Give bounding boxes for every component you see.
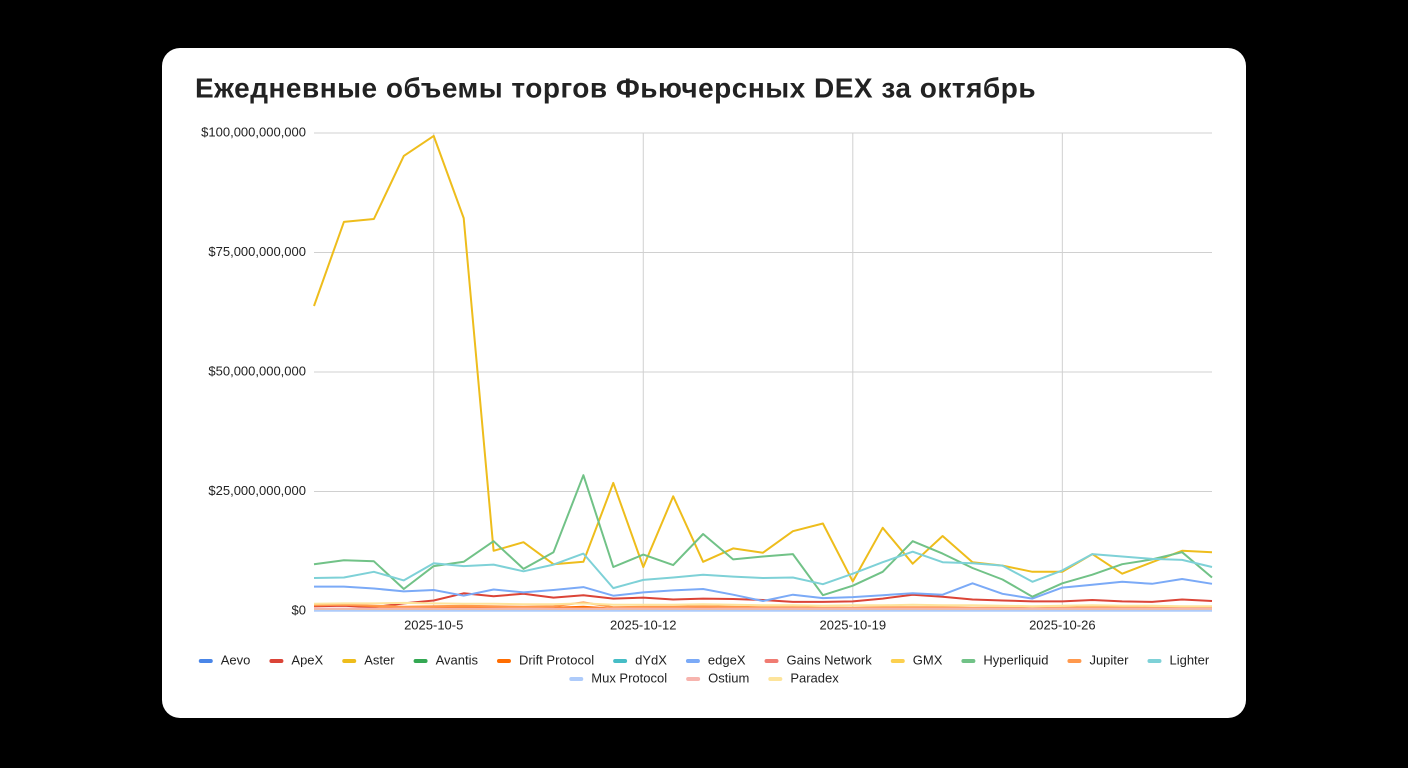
legend-label: Avantis <box>436 652 479 667</box>
legend-label: dYdX <box>635 652 667 667</box>
legend-item: ApeX <box>269 652 324 667</box>
series-line <box>313 474 1213 598</box>
series-line <box>313 601 1212 608</box>
legend-item: Paradex <box>768 670 839 685</box>
legend-item: Mux Protocol <box>569 670 667 685</box>
legend-label: Hyperliquid <box>983 652 1048 667</box>
series-line <box>313 550 1213 590</box>
legend-item: Lighter <box>1147 652 1210 667</box>
legend-label: Aevo <box>221 652 251 667</box>
x-tick-label: 2025-10-19 <box>820 617 887 632</box>
y-tick-label: $100,000,000,000 <box>201 124 306 139</box>
legend-item: dYdX <box>613 652 667 667</box>
legend-item: Avantis <box>413 652 479 667</box>
series-line <box>314 578 1213 602</box>
legend-label: GMX <box>913 652 943 667</box>
legend-label: Jupiter <box>1089 652 1129 667</box>
y-tick-label: $75,000,000,000 <box>208 244 306 259</box>
legend-item: Gains Network <box>764 652 873 667</box>
legend-label: Aster <box>364 652 395 667</box>
x-tick-label: 2025-10-26 <box>1029 617 1096 632</box>
series-line <box>313 134 1213 583</box>
legend-label: Drift Protocol <box>519 652 594 667</box>
legend-label: Mux Protocol <box>591 670 667 685</box>
legend-item: edgeX <box>685 652 746 667</box>
card <box>162 48 1246 718</box>
legend-label: Lighter <box>1169 652 1209 667</box>
legend-item: Aster <box>342 652 395 667</box>
legend-label: Ostium <box>708 670 749 685</box>
legend-label: ApeX <box>291 652 323 667</box>
legend-label: Paradex <box>790 670 839 685</box>
legend-item: Hyperliquid <box>961 652 1048 667</box>
legend-item: Drift Protocol <box>496 652 594 667</box>
chart-title: Ежедневные объемы торгов Фьючерсных DEX … <box>195 72 1036 103</box>
y-tick-label: $0 <box>292 602 306 617</box>
y-tick-label: $50,000,000,000 <box>208 363 306 378</box>
legend-label: edgeX <box>708 652 746 667</box>
legend-item: Ostium <box>686 670 749 685</box>
legend-item: Aevo <box>198 652 251 667</box>
legend-item: GMX <box>890 652 943 667</box>
legend-label: Gains Network <box>787 652 873 667</box>
y-tick-label: $25,000,000,000 <box>208 483 306 498</box>
x-tick-label: 2025-10-5 <box>404 617 463 632</box>
x-tick-label: 2025-10-12 <box>610 617 677 632</box>
legend-item: Jupiter <box>1067 652 1129 667</box>
